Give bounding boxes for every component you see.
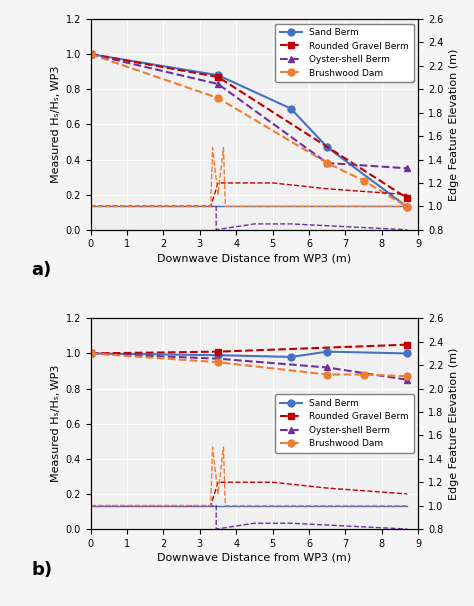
Rounded Gravel Berm (88, 350, 93, 357)
Rounded Gravel Berm (215, 73, 221, 81)
Rounded Gravel Berm (404, 341, 410, 348)
Line: Rounded Gravel Berm: Rounded Gravel Berm (87, 51, 411, 202)
Sand Berm (215, 351, 221, 359)
X-axis label: Downwave Distance from WP3 (m): Downwave Distance from WP3 (m) (157, 254, 352, 264)
Text: b): b) (32, 561, 53, 579)
Line: Oyster-shell Berm: Oyster-shell Berm (87, 51, 411, 171)
Line: Brushwood Dam: Brushwood Dam (87, 51, 411, 210)
Line: Sand Berm: Sand Berm (87, 51, 411, 210)
Line: Brushwood Dam: Brushwood Dam (87, 350, 411, 380)
Sand Berm (288, 353, 294, 361)
Brushwood Dam (404, 203, 410, 210)
Legend: Sand Berm, Rounded Gravel Berm, Oyster-shell Berm, Brushwood Dam: Sand Berm, Rounded Gravel Berm, Oyster-s… (275, 395, 414, 453)
X-axis label: Downwave Distance from WP3 (m): Downwave Distance from WP3 (m) (157, 553, 352, 563)
Rounded Gravel Berm (88, 50, 93, 58)
Oyster-shell Berm (215, 81, 221, 88)
Brushwood Dam (215, 95, 221, 102)
Sand Berm (324, 144, 330, 151)
Oyster-shell Berm (324, 159, 330, 167)
Sand Berm (88, 50, 93, 58)
Brushwood Dam (215, 359, 221, 366)
Legend: Sand Berm, Rounded Gravel Berm, Oyster-shell Berm, Brushwood Dam: Sand Berm, Rounded Gravel Berm, Oyster-s… (275, 24, 414, 82)
Y-axis label: Edge Feature Elevation (m): Edge Feature Elevation (m) (449, 347, 459, 500)
Y-axis label: Edge Feature Elevation (m): Edge Feature Elevation (m) (449, 48, 459, 201)
Line: Oyster-shell Berm: Oyster-shell Berm (87, 350, 411, 383)
Line: Sand Berm: Sand Berm (87, 348, 411, 361)
Brushwood Dam (361, 177, 366, 184)
Sand Berm (324, 348, 330, 355)
Sand Berm (404, 203, 410, 210)
Text: a): a) (32, 261, 52, 279)
Rounded Gravel Berm (404, 195, 410, 202)
Oyster-shell Berm (404, 376, 410, 384)
Brushwood Dam (88, 50, 93, 58)
Sand Berm (215, 72, 221, 79)
Oyster-shell Berm (404, 165, 410, 172)
Y-axis label: Measured Hₛ/Hₛ, WP3: Measured Hₛ/Hₛ, WP3 (51, 65, 61, 183)
Brushwood Dam (361, 371, 366, 378)
Brushwood Dam (324, 371, 330, 378)
Y-axis label: Measured Hₛ/Hₛ, WP3: Measured Hₛ/Hₛ, WP3 (51, 365, 61, 482)
Sand Berm (404, 350, 410, 357)
Oyster-shell Berm (88, 50, 93, 58)
Brushwood Dam (404, 373, 410, 380)
Oyster-shell Berm (324, 364, 330, 371)
Brushwood Dam (88, 350, 93, 357)
Oyster-shell Berm (215, 355, 221, 362)
Brushwood Dam (324, 159, 330, 167)
Sand Berm (88, 350, 93, 357)
Rounded Gravel Berm (215, 348, 221, 355)
Oyster-shell Berm (88, 350, 93, 357)
Sand Berm (288, 105, 294, 112)
Line: Rounded Gravel Berm: Rounded Gravel Berm (87, 341, 411, 357)
